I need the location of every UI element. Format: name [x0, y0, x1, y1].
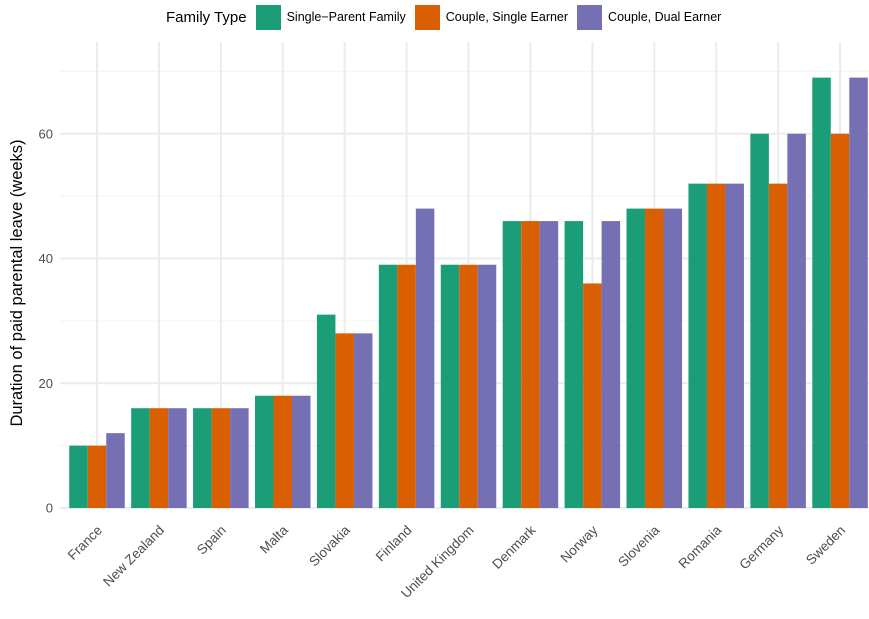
bar-france-series-3 — [106, 433, 125, 508]
bar-united-kingdom-series-2 — [459, 264, 478, 508]
bar-germany-series-2 — [768, 183, 788, 508]
x-tick-label: France — [65, 523, 105, 563]
legend-key-couple-dual-earner — [577, 4, 603, 30]
y-tick-label: 20 — [39, 376, 53, 391]
legend: Family Type Single−Parent Family Couple,… — [166, 4, 730, 30]
bar-germany-series-3 — [787, 133, 806, 508]
bar-norway-series-1 — [564, 221, 584, 508]
legend-label-single-parent: Single−Parent Family — [286, 10, 406, 24]
bar-new-zealand-series-3 — [168, 408, 187, 508]
bar-germany-series-1 — [750, 133, 769, 508]
x-tick-label: Romania — [676, 522, 725, 571]
y-axis-ticks: 0 20 40 60 — [39, 126, 53, 515]
x-tick-label: Sweden — [803, 523, 848, 568]
x-tick-label: Norway — [558, 522, 601, 565]
bar-spain-series-1 — [193, 408, 212, 508]
legend-label-couple-dual-earner: Couple, Dual Earner — [608, 10, 722, 24]
bar-norway-series-3 — [601, 221, 621, 508]
bar-finland-series-3 — [415, 208, 435, 508]
bar-finland-series-1 — [378, 264, 398, 508]
legend-title: Family Type — [166, 8, 247, 26]
x-tick-label: Slovenia — [615, 522, 663, 570]
x-tick-label: Finland — [373, 523, 415, 565]
bar-sweden-series-1 — [812, 77, 831, 509]
legend-item-single-parent: Single−Parent Family — [255, 4, 406, 30]
bar-norway-series-2 — [583, 283, 602, 508]
bar-malta-series-3 — [292, 395, 311, 508]
legend-key-couple-single-earner — [414, 4, 440, 30]
bar-slovenia-series-3 — [663, 208, 683, 508]
x-tick-label: Malta — [257, 522, 291, 556]
legend-label-couple-single-earner: Couple, Single Earner — [445, 10, 569, 24]
bar-sweden-series-3 — [849, 77, 868, 509]
bar-spain-series-3 — [230, 408, 249, 508]
bar-france-series-1 — [69, 445, 88, 508]
y-tick-label: 40 — [39, 251, 53, 266]
bar-slovakia-series-1 — [316, 314, 336, 508]
bar-romania-series-1 — [688, 183, 707, 508]
legend-item-couple-dual-earner: Couple, Dual Earner — [577, 4, 722, 30]
bar-malta-series-2 — [273, 395, 293, 508]
bar-denmark-series-1 — [502, 221, 522, 508]
x-tick-label: New Zealand — [100, 523, 167, 590]
bar-slovenia-series-2 — [645, 208, 664, 508]
bar-denmark-series-2 — [521, 221, 540, 508]
legend-item-couple-single-earner: Couple, Single Earner — [414, 4, 569, 30]
bar-spain-series-2 — [211, 408, 231, 508]
bar-romania-series-3 — [725, 183, 744, 508]
bar-denmark-series-3 — [539, 221, 559, 508]
y-tick-label: 60 — [39, 126, 53, 141]
x-tick-label: Spain — [194, 523, 229, 558]
legend-key-single-parent — [255, 4, 281, 30]
bar-new-zealand-series-2 — [149, 408, 169, 508]
bar-united-kingdom-series-1 — [440, 264, 460, 508]
bar-slovenia-series-1 — [626, 208, 646, 508]
x-tick-label: Slovakia — [306, 522, 353, 569]
bars — [69, 77, 868, 509]
y-axis-title: Duration of paid parental leave (weeks) — [8, 139, 26, 426]
bar-france-series-2 — [87, 445, 107, 508]
bar-finland-series-2 — [397, 264, 416, 508]
x-tick-label: Denmark — [489, 522, 539, 572]
x-tick-label: Germany — [736, 522, 786, 572]
bar-sweden-series-2 — [830, 133, 850, 508]
bar-slovakia-series-3 — [353, 333, 373, 508]
bar-united-kingdom-series-3 — [477, 264, 497, 508]
bar-malta-series-1 — [255, 395, 274, 508]
y-tick-label: 0 — [46, 501, 53, 516]
bar-romania-series-2 — [706, 183, 726, 508]
bar-slovakia-series-2 — [335, 333, 354, 508]
bar-new-zealand-series-1 — [131, 408, 150, 508]
